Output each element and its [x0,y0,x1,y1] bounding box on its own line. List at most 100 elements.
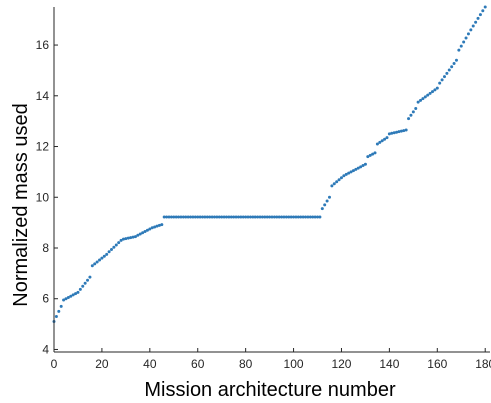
data-point [435,86,439,90]
data-point [167,215,171,219]
data-point [457,48,461,52]
data-points [52,5,487,324]
data-point [227,215,231,219]
data-point [395,130,399,134]
data-point [411,110,415,114]
data-point [325,199,329,203]
data-point [74,292,78,296]
data-point [54,314,58,318]
data-point [454,58,458,62]
data-point [251,215,255,219]
data-point [69,294,73,298]
data-point [100,256,104,260]
data-point [462,40,466,44]
tick-marks-and-labels: 0 20 40 60 80 100 120 140 160 180 4 6 8 10 12 14 16 [36,38,491,371]
data-point [196,215,200,219]
data-point [447,68,451,72]
data-point [265,215,269,219]
data-point [450,65,454,69]
data-point [263,215,267,219]
data-point [215,215,219,219]
data-point [105,252,109,256]
data-point [428,91,432,95]
data-point [294,215,298,219]
data-point [438,81,442,85]
x-tick-label: 140 [379,357,399,371]
data-point [342,174,346,178]
data-point [57,309,61,313]
data-point [409,113,413,117]
data-point [471,24,475,28]
data-point [143,230,147,233]
data-point [126,236,130,240]
data-point [368,153,372,157]
data-point [316,215,320,219]
data-point [236,215,240,219]
data-point [371,152,375,156]
y-axis-label: Normalized mass used [10,103,32,306]
data-point [313,215,317,219]
data-point [363,162,367,166]
data-point [373,151,377,155]
data-point [359,165,363,169]
data-point [344,172,348,176]
data-point [157,223,161,227]
data-point [181,215,185,219]
data-point [93,262,97,266]
data-point [76,290,80,294]
data-point [112,245,116,249]
data-point [397,130,401,134]
data-point [402,129,406,133]
data-point [201,215,205,219]
y-tick-label: 8 [42,241,49,255]
data-point [193,215,197,219]
x-tick-label: 40 [143,357,157,371]
data-point [232,215,236,219]
data-point [133,235,137,239]
y-tick-label: 10 [36,190,50,204]
data-point [361,164,365,168]
data-point [205,215,209,219]
data-point [90,264,94,268]
data-point [119,238,123,242]
data-point [335,180,339,184]
x-tick-label: 120 [331,357,351,371]
data-point [191,215,195,219]
data-point [289,215,293,219]
data-point [59,304,63,308]
data-point [416,100,420,104]
data-point [311,215,315,219]
data-point [459,44,463,48]
data-point [222,215,226,219]
data-point [474,20,478,24]
data-point [320,207,324,211]
data-point [304,215,308,219]
x-tick-label: 60 [191,357,205,371]
data-point [98,258,102,262]
data-point [476,16,480,20]
x-axis-label: Mission architecture number [144,379,396,401]
data-point [383,137,387,141]
data-point [481,9,485,13]
data-point [452,62,456,66]
data-point [385,136,389,140]
data-point [318,215,322,219]
data-point [121,237,125,241]
data-point [71,293,75,297]
data-point [246,215,250,219]
data-point [284,215,288,219]
data-point [186,215,190,219]
data-point [189,215,193,219]
data-point [258,215,262,219]
data-point [270,215,274,219]
data-point [162,215,166,219]
data-point [239,215,243,219]
data-point [375,142,379,146]
data-point [220,215,224,219]
y-tick-label: 4 [42,342,49,356]
data-point [356,166,360,170]
data-point [260,215,264,219]
data-point [282,215,286,219]
data-point [347,171,351,175]
